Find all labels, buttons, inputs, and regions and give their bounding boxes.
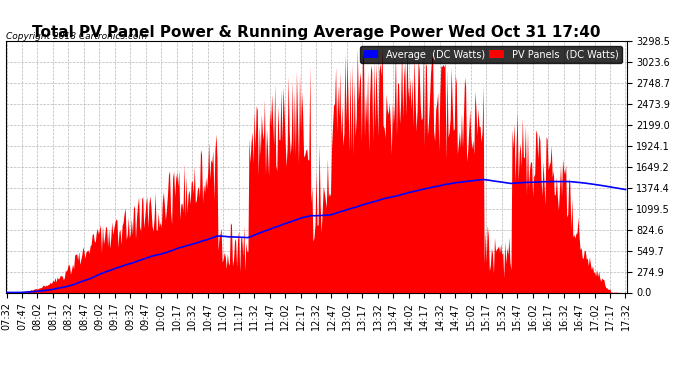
Title: Total PV Panel Power & Running Average Power Wed Oct 31 17:40: Total PV Panel Power & Running Average P… — [32, 25, 600, 40]
Text: Copyright 2018 Cartronics.com: Copyright 2018 Cartronics.com — [6, 32, 147, 41]
Legend: Average  (DC Watts), PV Panels  (DC Watts): Average (DC Watts), PV Panels (DC Watts) — [360, 46, 622, 63]
